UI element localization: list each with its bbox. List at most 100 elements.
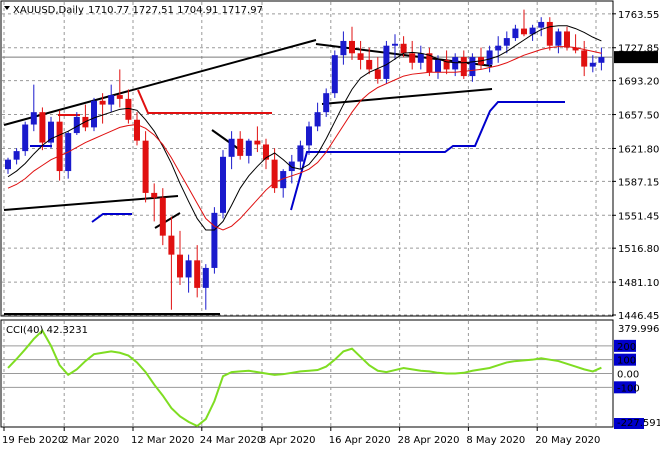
candle-bear <box>125 98 132 120</box>
candle-bull <box>512 28 519 39</box>
candle-bull <box>297 145 304 162</box>
candle-bear <box>564 31 570 48</box>
price-axis: 1763.55 1727.85 1693.20 1657.50 1621.80 1587.… <box>2 10 659 322</box>
x-tick-label: 24 Mar 2020 <box>200 435 263 446</box>
cci-level-label: -100 <box>617 383 640 394</box>
y-tick-label: 1727.85 <box>618 44 659 55</box>
cci-indicator: 200 100 0.00 -100 -227.591 <box>2 329 660 429</box>
candle-bear <box>39 112 46 143</box>
candle-bull <box>323 93 330 113</box>
symbol-title: XAUUSD,Daily <box>13 5 84 16</box>
cci-min-label: -227.591 <box>617 418 660 429</box>
candle-bear <box>237 138 244 156</box>
candle-bear <box>357 53 364 60</box>
cci-line <box>7 329 602 428</box>
candle-bull <box>108 95 115 105</box>
candle-bear <box>426 53 433 73</box>
grid-lines <box>2 2 612 426</box>
last-price-tag <box>614 51 658 64</box>
candle-bear <box>134 119 140 141</box>
cci-title: CCI(40) 42.3231 <box>6 325 88 336</box>
candle-bull <box>91 100 97 128</box>
symbol-dropdown-icon[interactable] <box>4 6 10 10</box>
y-tick-label: 1621.80 <box>618 144 659 155</box>
candle-bull <box>486 50 493 65</box>
candle-bull <box>22 124 29 152</box>
candle-bear <box>56 121 63 172</box>
candle-bull <box>495 45 502 51</box>
support-segment <box>91 213 132 223</box>
ohlc-readout: 1710.77 1727.51 1704.91 1717.97 <box>88 5 263 16</box>
ma-slow-line <box>7 46 602 231</box>
candle-bull <box>383 45 390 79</box>
candle-bull <box>417 53 424 63</box>
last-price-label: 1717.97 <box>617 53 658 64</box>
candle-bull <box>220 156 226 213</box>
cci-level-tag <box>614 381 636 394</box>
x-tick-label: 2 Mar 2020 <box>62 435 119 446</box>
candle-bull <box>306 126 312 146</box>
candle-bear <box>546 21 553 46</box>
cci-level-label: 200 <box>617 342 636 353</box>
candle-bear <box>159 197 166 236</box>
candle-bull <box>245 140 252 156</box>
cci-level-max: 379.9967 <box>618 324 660 335</box>
candle-bull <box>435 59 441 73</box>
resistance-line <box>137 89 272 114</box>
y-tick-label: 1587.15 <box>618 177 659 188</box>
x-tick-label: 19 Feb 2020 <box>2 435 64 446</box>
y-tick-label: 1446.45 <box>618 311 659 322</box>
y-tick-label: 1763.55 <box>618 10 659 21</box>
candle-bear <box>142 140 149 193</box>
candle-bull <box>469 57 476 77</box>
x-tick-label: 3 Apr 2020 <box>260 435 315 446</box>
candle-bear <box>581 50 588 67</box>
ma-fast-line <box>7 25 602 231</box>
triangle-bottom <box>321 88 493 105</box>
trend-drawings <box>3 39 565 315</box>
cci-level-label: 100 <box>617 356 636 367</box>
y-tick-label: 1693.20 <box>618 77 659 88</box>
cci-level-tag <box>614 353 636 366</box>
y-tick-label: 1481.10 <box>618 278 659 289</box>
x-tick-label: 20 May 2020 <box>535 435 600 446</box>
y-tick-label: 1657.50 <box>618 111 659 122</box>
candle-bull <box>228 138 235 157</box>
candle-bull <box>538 21 545 28</box>
candle-bull <box>5 159 11 170</box>
candle-bear <box>254 140 261 145</box>
price-pane[interactable] <box>0 0 614 317</box>
cci-level-tag <box>614 339 636 352</box>
candle-bull <box>48 121 54 143</box>
candle-bear <box>349 40 355 54</box>
candle-bear <box>409 53 416 63</box>
small-trend-2 <box>154 212 181 229</box>
candle-bull <box>331 55 338 94</box>
x-tick-label: 12 Mar 2020 <box>131 435 194 446</box>
moving-averages <box>7 25 602 231</box>
candle-bear <box>194 260 201 288</box>
candle-bear <box>271 159 278 189</box>
candle-bear <box>177 254 183 278</box>
candle-bull <box>314 112 321 127</box>
x-tick-label: 8 May 2020 <box>466 435 525 446</box>
candle-bull <box>340 40 347 56</box>
cci-min-tag <box>614 418 644 429</box>
candle-bear <box>168 235 175 255</box>
candle-bull <box>30 112 37 125</box>
candle-bear <box>99 100 106 105</box>
candle-bear <box>572 47 579 51</box>
candle-bull <box>280 171 287 189</box>
candle-bull <box>529 27 536 35</box>
candle-bull <box>211 212 218 268</box>
candle-bear <box>400 43 407 54</box>
candle-bear <box>366 59 373 70</box>
candle-bull <box>555 31 562 46</box>
candle-bull <box>73 116 80 134</box>
candle-bull <box>288 161 295 172</box>
candle-bull <box>202 267 209 288</box>
candle-bear <box>263 144 269 160</box>
